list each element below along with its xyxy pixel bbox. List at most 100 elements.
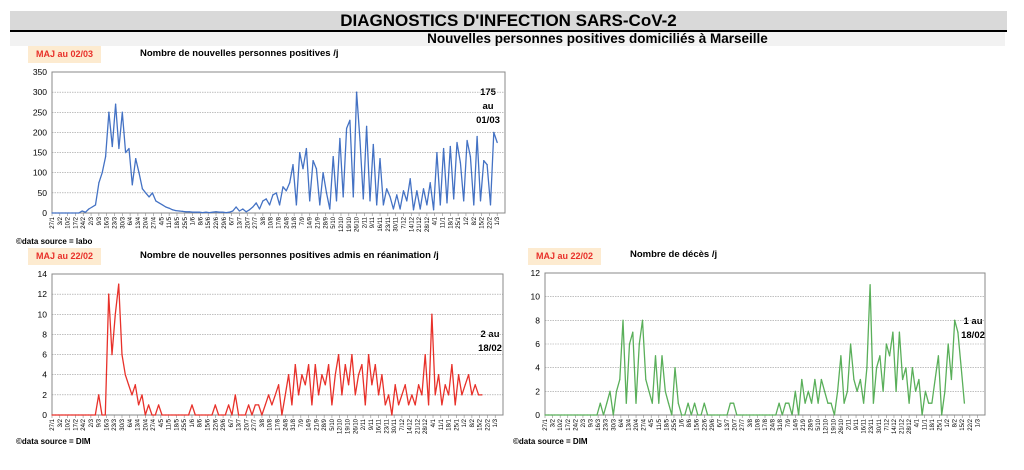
x-tick-label: 16/11 xyxy=(377,418,383,433)
data-point xyxy=(560,414,562,416)
data-point xyxy=(755,414,757,416)
data-point xyxy=(749,414,751,416)
data-point xyxy=(171,209,174,211)
data-point xyxy=(302,168,304,170)
x-tick-label: 24/8 xyxy=(284,216,290,228)
data-point xyxy=(151,192,154,194)
data-point xyxy=(347,384,350,386)
y-tick-label: 350 xyxy=(33,67,47,77)
data-point xyxy=(563,414,566,416)
data-point xyxy=(843,402,845,404)
x-tick-label: 27/4 xyxy=(152,216,158,228)
x-tick-label: 30/11 xyxy=(877,418,883,433)
data-point xyxy=(74,212,77,214)
data-point xyxy=(324,384,326,386)
x-tick-label: 23/11 xyxy=(869,418,875,433)
data-point xyxy=(804,402,806,404)
data-point xyxy=(314,364,316,366)
data-point xyxy=(154,414,156,416)
data-point xyxy=(619,378,621,381)
y-tick-label: 4 xyxy=(535,363,540,373)
data-point xyxy=(121,353,123,356)
data-point xyxy=(416,190,418,192)
data-point xyxy=(312,160,314,162)
data-point xyxy=(742,414,744,416)
data-point xyxy=(781,414,783,416)
data-point xyxy=(309,200,311,202)
data-point xyxy=(481,394,483,396)
data-point xyxy=(81,414,83,416)
data-point xyxy=(71,414,73,416)
data-point xyxy=(547,414,549,416)
x-tick-label: 28/12 xyxy=(423,418,429,434)
data-point xyxy=(885,343,887,345)
x-tick-label: 3/2 xyxy=(58,216,64,225)
x-tick-label: 16/3 xyxy=(104,418,110,430)
data-point xyxy=(261,414,263,416)
data-point xyxy=(911,367,913,369)
data-point xyxy=(238,210,241,212)
y-tick-label: 2 xyxy=(42,390,47,400)
data-point xyxy=(288,374,290,376)
data-point xyxy=(889,355,891,357)
x-tick-label: 2/11 xyxy=(361,418,367,430)
data-point xyxy=(628,343,631,345)
data-point xyxy=(352,196,354,198)
data-point xyxy=(736,414,738,416)
x-tick-label: 17/8 xyxy=(276,418,282,430)
data-point xyxy=(426,204,428,206)
data-point xyxy=(921,414,923,416)
data-point xyxy=(827,402,829,404)
data-point xyxy=(251,414,253,416)
data-point xyxy=(437,374,440,376)
x-tick-label: 8/2 xyxy=(472,216,478,225)
x-tick-label: 5/10 xyxy=(330,418,336,430)
data-point xyxy=(905,367,907,369)
data-point xyxy=(81,210,83,212)
data-point xyxy=(242,208,244,210)
data-point xyxy=(402,190,405,192)
data-point xyxy=(198,211,200,213)
data-point xyxy=(138,404,140,406)
data-point xyxy=(202,211,204,214)
data-point xyxy=(171,414,173,416)
data-point xyxy=(61,414,63,416)
x-tick-label: 7/9 xyxy=(786,418,792,427)
data-point xyxy=(775,414,777,416)
data-point xyxy=(846,390,848,392)
x-tick-label: 30/11 xyxy=(392,418,398,433)
x-tick-label: 9/3 xyxy=(97,418,103,427)
data-point xyxy=(359,139,361,142)
data-point xyxy=(651,402,653,404)
data-point xyxy=(228,404,230,406)
data-point xyxy=(908,402,910,404)
data-point xyxy=(392,208,395,210)
data-point xyxy=(311,404,313,406)
data-point xyxy=(64,212,66,214)
data-point xyxy=(148,404,150,406)
data-point xyxy=(664,390,666,392)
y-tick-label: 10 xyxy=(531,292,541,302)
data-point xyxy=(282,186,284,188)
data-point xyxy=(950,378,953,381)
x-tick-label: 27/7 xyxy=(253,216,259,228)
data-point xyxy=(960,367,962,369)
data-point xyxy=(486,164,488,166)
x-tick-label: 31/8 xyxy=(778,418,784,430)
x-tick-label: 16/11 xyxy=(378,216,384,231)
x-tick-label: 6/7 xyxy=(717,418,723,427)
data-point xyxy=(74,414,76,416)
data-point xyxy=(496,141,498,144)
x-tick-label: 13/4 xyxy=(136,216,142,228)
y-tick-label: 8 xyxy=(42,329,47,339)
page-title: DIAGNOSTICS D'INFECTION SARS-CoV-2 xyxy=(10,11,1007,32)
x-tick-label: 20/7 xyxy=(733,418,739,430)
data-point xyxy=(434,394,436,396)
data-point xyxy=(322,172,324,174)
data-point xyxy=(703,402,705,404)
data-point xyxy=(941,414,943,416)
data-point xyxy=(407,404,410,406)
annotation-line: 18/02 xyxy=(478,343,502,354)
data-point xyxy=(902,378,904,381)
data-point xyxy=(729,402,731,404)
